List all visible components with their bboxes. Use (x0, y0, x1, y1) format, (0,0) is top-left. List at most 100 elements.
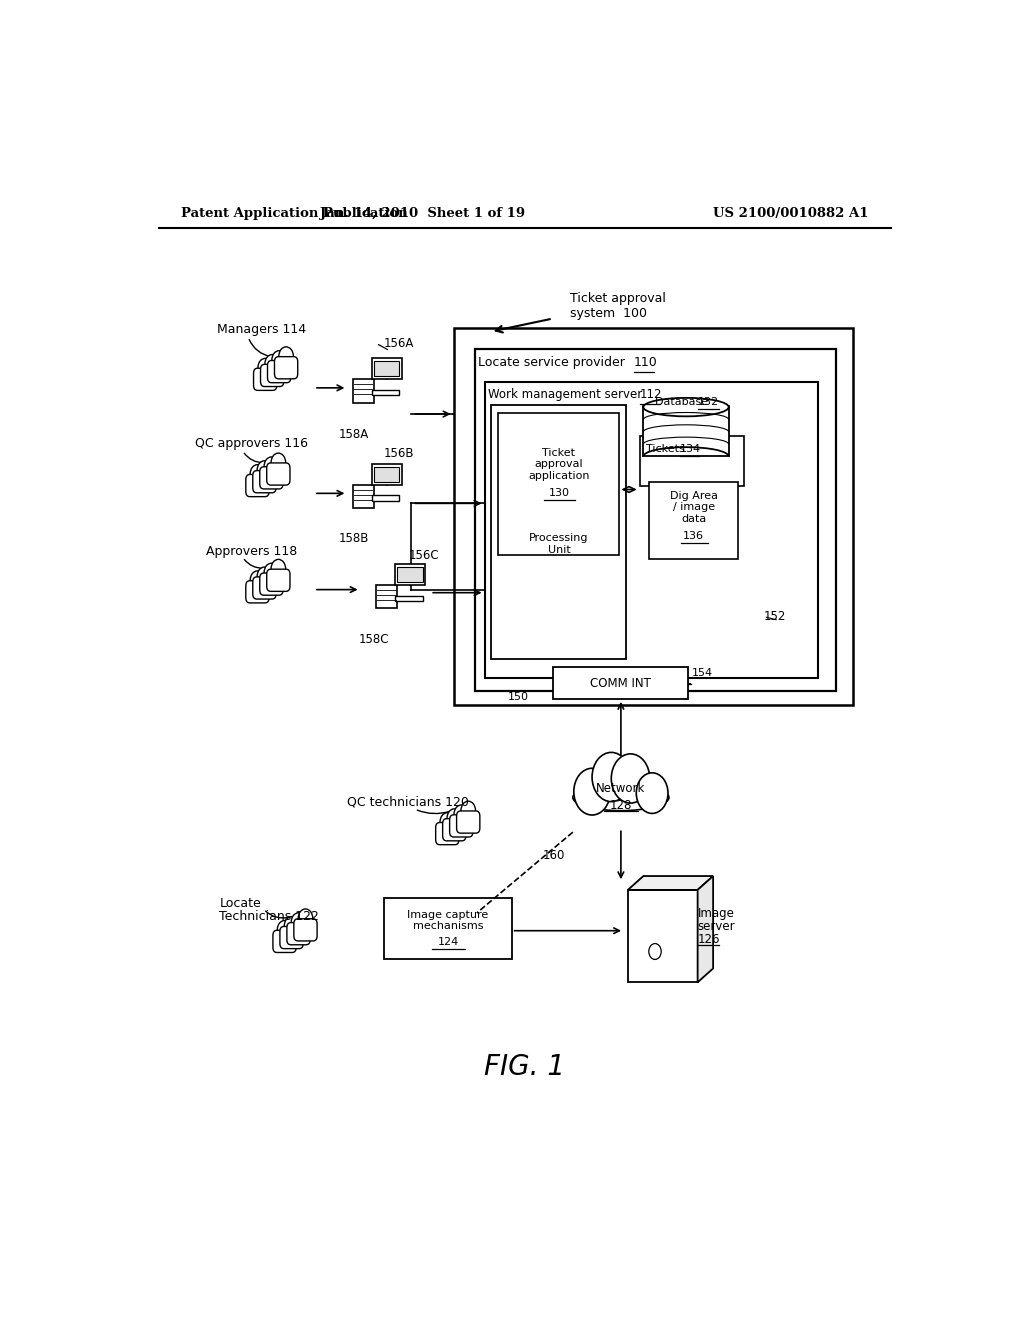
FancyBboxPatch shape (395, 595, 423, 601)
Text: 160: 160 (543, 849, 565, 862)
Circle shape (265, 355, 280, 374)
FancyBboxPatch shape (372, 463, 401, 484)
Text: Patent Application Publication: Patent Application Publication (180, 207, 408, 220)
Circle shape (257, 461, 271, 479)
Circle shape (291, 913, 306, 932)
Text: 126: 126 (697, 933, 720, 945)
Circle shape (250, 572, 264, 590)
Circle shape (279, 347, 293, 366)
Text: 134: 134 (680, 444, 700, 454)
FancyBboxPatch shape (435, 822, 459, 845)
FancyBboxPatch shape (454, 327, 853, 705)
Text: Unit: Unit (548, 545, 570, 554)
Text: FIG. 1: FIG. 1 (484, 1053, 565, 1081)
FancyBboxPatch shape (273, 931, 296, 953)
FancyBboxPatch shape (372, 389, 399, 395)
Circle shape (258, 359, 272, 378)
Ellipse shape (572, 784, 669, 810)
Text: Processing: Processing (529, 533, 589, 543)
Text: Locate: Locate (219, 898, 261, 911)
Text: Tickets: Tickets (646, 444, 688, 454)
FancyBboxPatch shape (254, 368, 276, 391)
FancyBboxPatch shape (374, 467, 399, 482)
FancyBboxPatch shape (553, 667, 688, 700)
FancyBboxPatch shape (457, 810, 480, 833)
Circle shape (573, 768, 610, 814)
Text: Dig Area: Dig Area (670, 491, 718, 500)
FancyBboxPatch shape (267, 360, 291, 383)
Text: 156A: 156A (384, 337, 414, 350)
Circle shape (271, 453, 286, 471)
Circle shape (461, 801, 475, 820)
Text: 110: 110 (634, 356, 657, 370)
Text: Approvers 118: Approvers 118 (206, 545, 297, 557)
Text: 158B: 158B (339, 532, 370, 545)
Text: 130: 130 (549, 488, 569, 499)
Text: COMM INT: COMM INT (591, 677, 651, 690)
Text: approval: approval (535, 459, 584, 469)
FancyBboxPatch shape (376, 585, 397, 609)
FancyBboxPatch shape (372, 358, 401, 379)
Text: US 2100/0010882 A1: US 2100/0010882 A1 (713, 207, 868, 220)
FancyBboxPatch shape (395, 564, 425, 585)
Text: server: server (697, 920, 735, 933)
FancyBboxPatch shape (266, 463, 290, 484)
FancyBboxPatch shape (266, 569, 290, 591)
FancyBboxPatch shape (450, 814, 473, 837)
Text: 158C: 158C (358, 634, 389, 647)
Circle shape (454, 805, 469, 824)
FancyBboxPatch shape (253, 471, 276, 492)
Text: mechanisms: mechanisms (413, 921, 483, 931)
FancyBboxPatch shape (274, 356, 298, 379)
Text: Ticket approval: Ticket approval (569, 292, 666, 305)
FancyBboxPatch shape (372, 495, 399, 500)
FancyBboxPatch shape (499, 412, 618, 554)
FancyBboxPatch shape (490, 405, 627, 659)
Ellipse shape (643, 397, 729, 416)
FancyBboxPatch shape (397, 566, 423, 582)
FancyBboxPatch shape (643, 407, 729, 457)
Circle shape (264, 457, 279, 475)
FancyBboxPatch shape (260, 364, 284, 387)
Text: 158A: 158A (339, 428, 369, 441)
Text: 124: 124 (437, 937, 459, 948)
Circle shape (447, 809, 462, 828)
Circle shape (285, 916, 299, 936)
Text: 112: 112 (640, 388, 662, 401)
Text: Image: Image (697, 907, 734, 920)
FancyBboxPatch shape (253, 577, 276, 599)
Text: QC approvers 116: QC approvers 116 (195, 437, 307, 450)
FancyBboxPatch shape (640, 436, 744, 486)
Circle shape (298, 909, 312, 928)
Text: application: application (528, 471, 590, 480)
Text: Image capture: Image capture (408, 909, 488, 920)
FancyBboxPatch shape (374, 362, 399, 376)
Text: 156B: 156B (384, 446, 415, 459)
FancyBboxPatch shape (294, 919, 317, 941)
Circle shape (611, 754, 650, 803)
FancyBboxPatch shape (246, 474, 269, 496)
Text: 136: 136 (683, 531, 705, 541)
Circle shape (250, 465, 264, 483)
FancyBboxPatch shape (484, 381, 818, 678)
FancyBboxPatch shape (384, 898, 512, 960)
Text: Ticket: Ticket (543, 447, 575, 458)
Text: data: data (681, 513, 707, 524)
Text: system  100: system 100 (569, 308, 647, 321)
Text: / image: / image (673, 502, 715, 512)
FancyBboxPatch shape (287, 923, 310, 945)
FancyBboxPatch shape (442, 818, 466, 841)
Text: 156C: 156C (409, 549, 439, 562)
Text: 128: 128 (609, 799, 632, 812)
FancyBboxPatch shape (246, 581, 269, 603)
Text: Locate service provider: Locate service provider (478, 356, 629, 370)
Circle shape (264, 564, 279, 582)
Circle shape (636, 772, 668, 813)
Circle shape (649, 944, 662, 960)
Text: Managers 114: Managers 114 (217, 323, 306, 335)
Text: 154: 154 (691, 668, 713, 677)
Circle shape (278, 920, 292, 939)
Circle shape (592, 752, 631, 801)
Text: Technicians 122: Technicians 122 (219, 911, 319, 924)
Circle shape (271, 560, 286, 578)
